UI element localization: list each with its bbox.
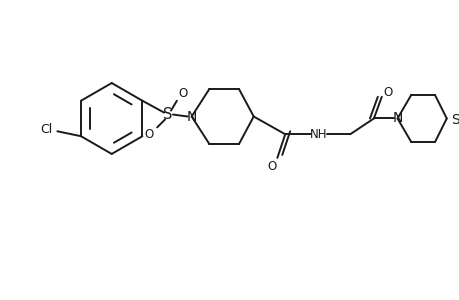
Text: Cl: Cl [40,123,52,136]
Text: O: O [178,87,187,101]
Text: O: O [267,160,276,173]
Text: O: O [382,86,392,99]
Text: N: N [186,110,196,124]
Text: S: S [450,113,459,128]
Text: O: O [145,128,154,141]
Text: NH: NH [309,128,327,141]
Text: N: N [392,112,402,125]
Text: S: S [163,107,172,122]
